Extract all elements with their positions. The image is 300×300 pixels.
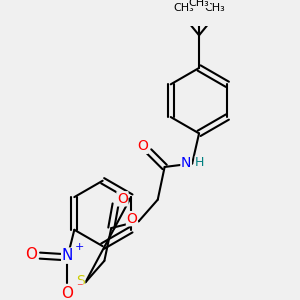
Text: O: O — [25, 247, 37, 262]
Text: O: O — [61, 286, 74, 300]
Text: H: H — [195, 156, 205, 169]
Text: N: N — [62, 248, 73, 263]
Text: CH₃: CH₃ — [204, 3, 225, 13]
Text: S: S — [76, 274, 85, 288]
Text: N: N — [181, 156, 191, 170]
Text: O: O — [117, 192, 128, 206]
Text: CH₃: CH₃ — [189, 0, 209, 8]
Text: +: + — [75, 242, 84, 252]
Text: CH₃: CH₃ — [173, 3, 194, 13]
Text: O: O — [137, 139, 148, 153]
Text: ⁻: ⁻ — [76, 281, 83, 294]
Text: O: O — [127, 212, 137, 226]
